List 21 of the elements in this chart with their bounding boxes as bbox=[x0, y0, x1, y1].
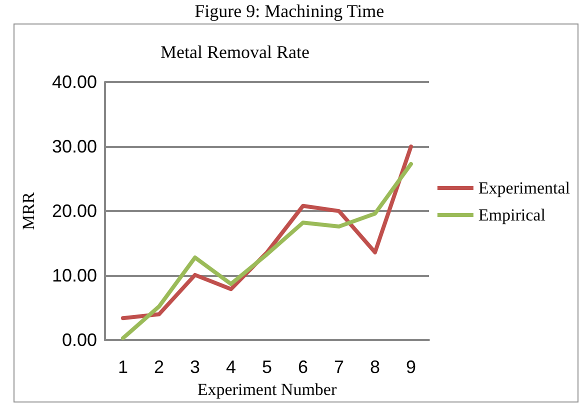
y-tick-label: 0.00 bbox=[62, 330, 97, 350]
x-tick-label: 9 bbox=[406, 357, 416, 378]
x-tick-label: 3 bbox=[190, 357, 200, 378]
chart-title: Metal Removal Rate bbox=[160, 42, 310, 62]
x-tick-label: 8 bbox=[370, 357, 380, 378]
x-axis-title: Experiment Number bbox=[197, 380, 337, 399]
y-tick-label: 30.00 bbox=[52, 136, 97, 157]
legend-label: Experimental bbox=[478, 178, 570, 198]
caption: Figure 9: Machining Time bbox=[194, 1, 384, 21]
x-tick-label: 6 bbox=[298, 357, 308, 378]
line-series bbox=[121, 162, 413, 340]
y-tick-label: 20.00 bbox=[52, 201, 97, 222]
x-tick-label: 7 bbox=[334, 357, 344, 378]
x-tick-label: 2 bbox=[154, 357, 164, 378]
y-axis-title: MRR bbox=[19, 191, 38, 230]
x-tick-label: 4 bbox=[226, 357, 236, 378]
x-tick-label: 1 bbox=[118, 357, 128, 378]
x-tick-label: 5 bbox=[262, 357, 272, 378]
y-tick-label: 10.00 bbox=[52, 266, 97, 286]
y-tick-label: 40.00 bbox=[52, 72, 97, 92]
legend-label: Empirical bbox=[478, 206, 546, 224]
